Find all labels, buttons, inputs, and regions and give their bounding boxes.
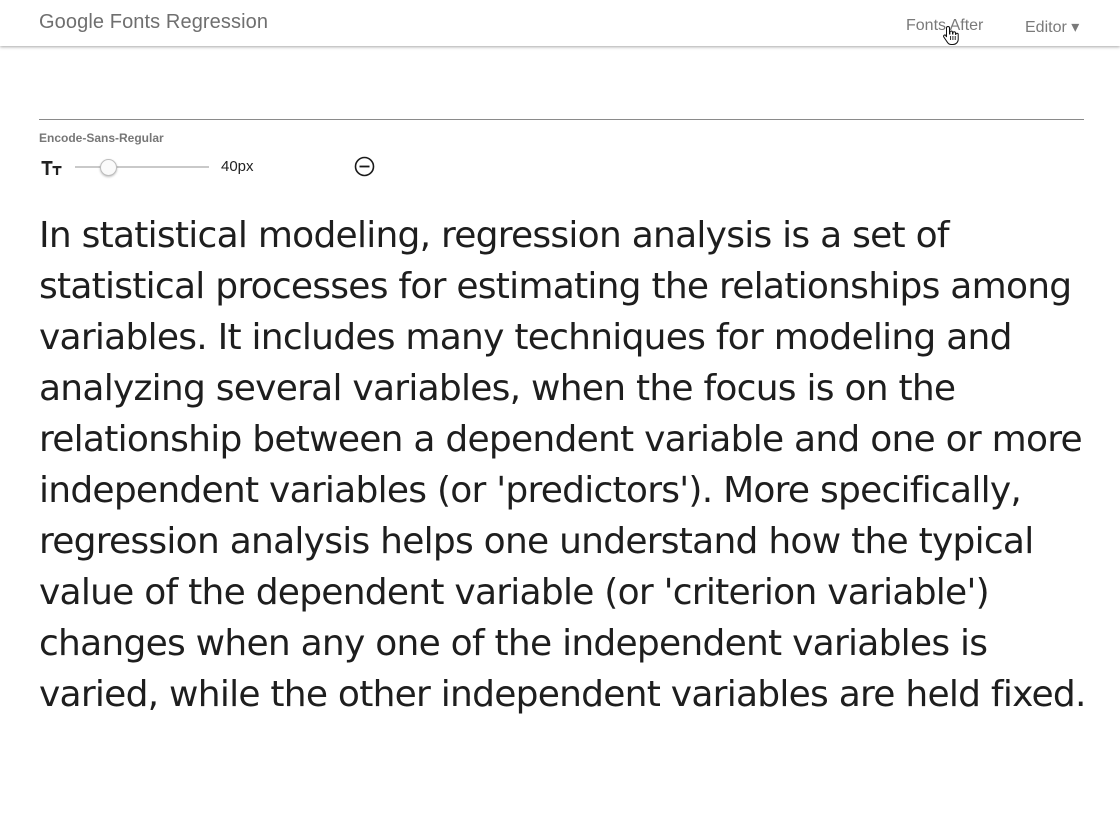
section-divider [39, 119, 1084, 120]
text-size-icon [41, 161, 62, 175]
font-name-label: Encode-Sans-Regular [39, 131, 164, 145]
font-size-value: 40px [221, 158, 254, 175]
slider-track [75, 166, 209, 168]
app-title: Google Fonts Regression [39, 11, 269, 33]
nav-fonts-after[interactable]: Fonts After [906, 17, 984, 34]
font-size-slider[interactable] [75, 157, 209, 177]
top-bar: Google Fonts Regression Fonts After Edit… [0, 0, 1120, 46]
sample-text: In statistical modeling, regression anal… [39, 215, 1086, 715]
hand-pointer-cursor-icon [943, 25, 959, 45]
nav-editor-dropdown[interactable]: Editor ▾ [1025, 19, 1080, 36]
slider-thumb[interactable] [100, 159, 117, 176]
minus-circle-icon[interactable] [354, 156, 375, 177]
